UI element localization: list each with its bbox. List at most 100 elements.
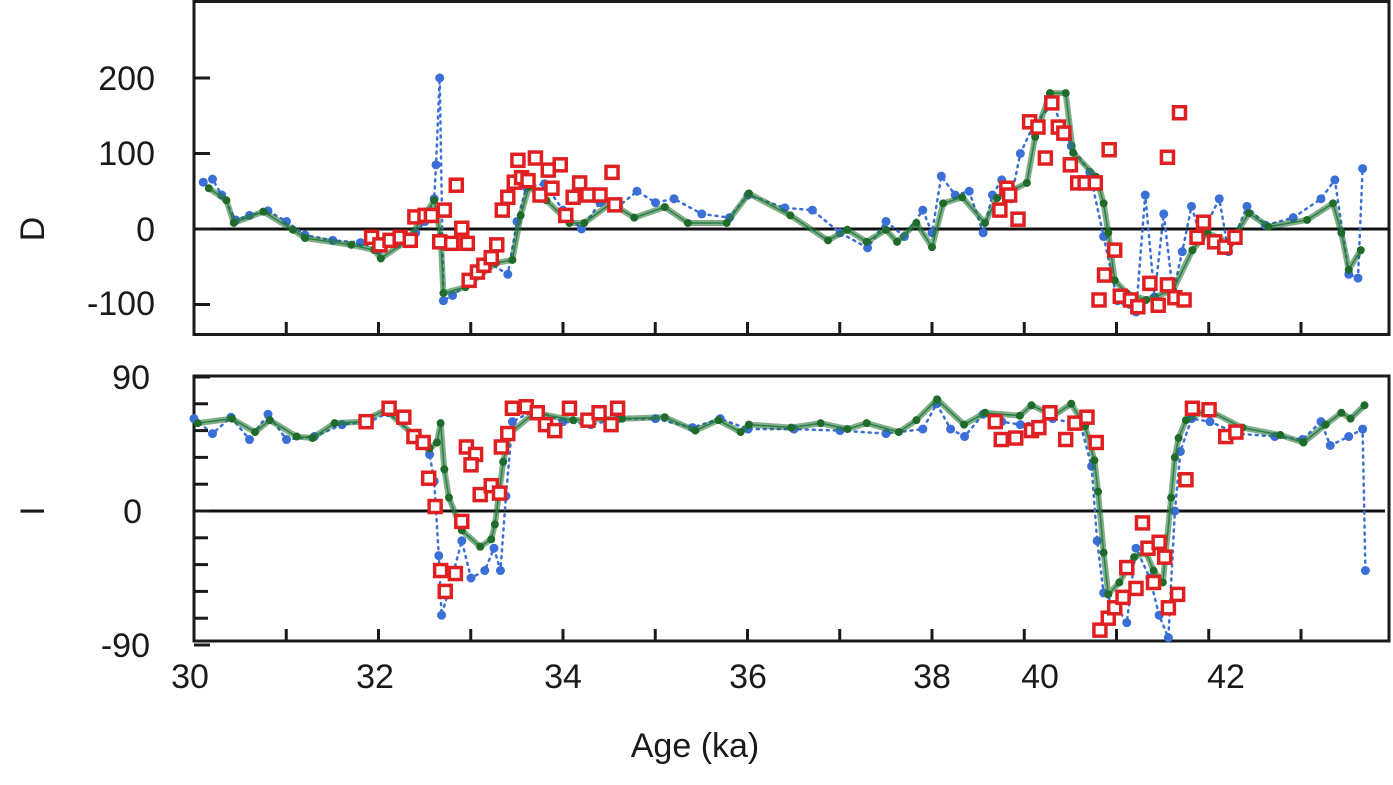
- red-square-data-point: [1189, 229, 1205, 246]
- inclination-panel: 90 0 -90 I: [14, 359, 1391, 665]
- green-data-point: [1031, 132, 1040, 141]
- red-square-data-point: [1142, 275, 1158, 292]
- red-square-data-point: [1195, 214, 1212, 230]
- red-square-data-point: [1088, 434, 1104, 451]
- bottom-y-axis-title: I: [14, 506, 52, 515]
- green-data-point: [292, 432, 301, 441]
- green-data-point: [1329, 199, 1338, 208]
- green-data-point: [193, 419, 202, 428]
- red-square-data-point: [1151, 534, 1167, 551]
- green-data-point: [1094, 487, 1103, 496]
- red-square-data-point: [1178, 471, 1194, 488]
- top-ticks: [192, 76, 1303, 334]
- red-square-data-point: [603, 416, 619, 433]
- blue-data-point: [1325, 440, 1335, 450]
- red-square-data-point: [571, 175, 588, 191]
- red-square-data-point: [532, 187, 548, 203]
- green-data-point: [222, 196, 231, 205]
- red-square-data-point: [540, 162, 557, 178]
- xtick-label: 38: [913, 658, 951, 696]
- green-data-point: [1337, 408, 1346, 417]
- green-data-point: [683, 218, 692, 227]
- blue-data-point: [1187, 201, 1196, 211]
- green-data-point: [894, 428, 903, 437]
- green-data-point: [376, 254, 385, 263]
- red-square-data-point: [432, 562, 449, 579]
- green-data-point: [476, 542, 485, 551]
- green-data-point: [843, 425, 852, 434]
- green-data-point: [1022, 178, 1031, 187]
- green-data-point: [439, 289, 448, 298]
- red-square-data-point: [500, 425, 516, 442]
- blue-data-point: [480, 566, 490, 576]
- blue-data-point: [651, 198, 660, 208]
- green-series-band: [197, 396, 1367, 598]
- blue-data-point: [466, 573, 476, 583]
- blue-data-point: [863, 243, 873, 253]
- red-square-data-point: [1128, 580, 1144, 597]
- green-data-point: [691, 426, 700, 435]
- bottom-ytick-label: -90: [101, 627, 150, 665]
- green-data-point: [1360, 401, 1369, 410]
- red-square-data-point: [1087, 175, 1104, 191]
- xtick-label: 34: [544, 658, 582, 696]
- blue-data-point: [1344, 432, 1354, 442]
- red-square-data-point: [1156, 549, 1173, 565]
- green-data-point: [1069, 148, 1078, 157]
- red-square-data-point: [520, 172, 536, 189]
- xtick-label: 40: [1021, 658, 1059, 696]
- red-square-data-point: [1176, 292, 1192, 308]
- red-square-data-point: [402, 232, 419, 249]
- blue-data-point: [978, 228, 988, 238]
- blue-data-point: [425, 449, 435, 459]
- xtick-label: 42: [1207, 658, 1245, 696]
- green-data-point: [744, 420, 753, 429]
- blue-data-point: [807, 205, 817, 215]
- top-ytick-label: 200: [98, 60, 155, 98]
- blue-data-point: [936, 171, 946, 181]
- green-data-point: [981, 218, 990, 227]
- red-square-data-point: [431, 234, 448, 250]
- red-square-data-point: [454, 513, 470, 530]
- red-square-data-point: [592, 187, 608, 203]
- blue-data-point: [489, 543, 499, 553]
- green-data-point: [993, 194, 1002, 203]
- green-data-point: [786, 211, 795, 220]
- blue-data-point: [918, 424, 928, 434]
- green-data-point: [630, 213, 639, 222]
- green-data-point: [1045, 89, 1054, 98]
- top-ytick-label: -100: [87, 285, 155, 323]
- red-square-data-point: [381, 400, 397, 417]
- green-data-point: [1104, 228, 1113, 237]
- green-data-point: [1170, 453, 1179, 462]
- blue-data-point: [946, 424, 956, 434]
- green-data-point: [1167, 493, 1176, 502]
- blue-data-point: [431, 160, 441, 170]
- red-square-data-point: [987, 413, 1003, 430]
- green-data-point: [1299, 438, 1308, 447]
- blue-data-point: [697, 209, 707, 219]
- red-square-data-point: [558, 207, 574, 224]
- green-data-point: [1149, 566, 1158, 575]
- declination-panel: 200 100 0 -100 D: [14, 0, 1391, 336]
- green-data-point: [1104, 590, 1113, 599]
- green-data-point: [816, 419, 825, 428]
- top-y-axis-title: D: [14, 217, 52, 242]
- red-square-data-point: [1169, 586, 1186, 603]
- red-square-data-point: [609, 400, 626, 417]
- green-data-point: [933, 395, 942, 404]
- blue-data-point: [1205, 417, 1215, 427]
- green-data-point: [1099, 199, 1108, 208]
- green-data-point: [1067, 399, 1076, 408]
- blue-data-point: [1015, 420, 1025, 430]
- green-data-point: [787, 423, 796, 432]
- red-square-data-point: [1091, 292, 1107, 308]
- blue-data-point: [1177, 247, 1187, 257]
- red-square-data-point: [1031, 419, 1047, 436]
- green-data-point: [229, 218, 238, 227]
- green-data-point: [569, 416, 578, 425]
- red-square-data-point: [443, 235, 460, 252]
- blue-data-point: [1122, 618, 1132, 628]
- red-square-data-point: [546, 422, 563, 439]
- green-data-point: [1276, 431, 1285, 440]
